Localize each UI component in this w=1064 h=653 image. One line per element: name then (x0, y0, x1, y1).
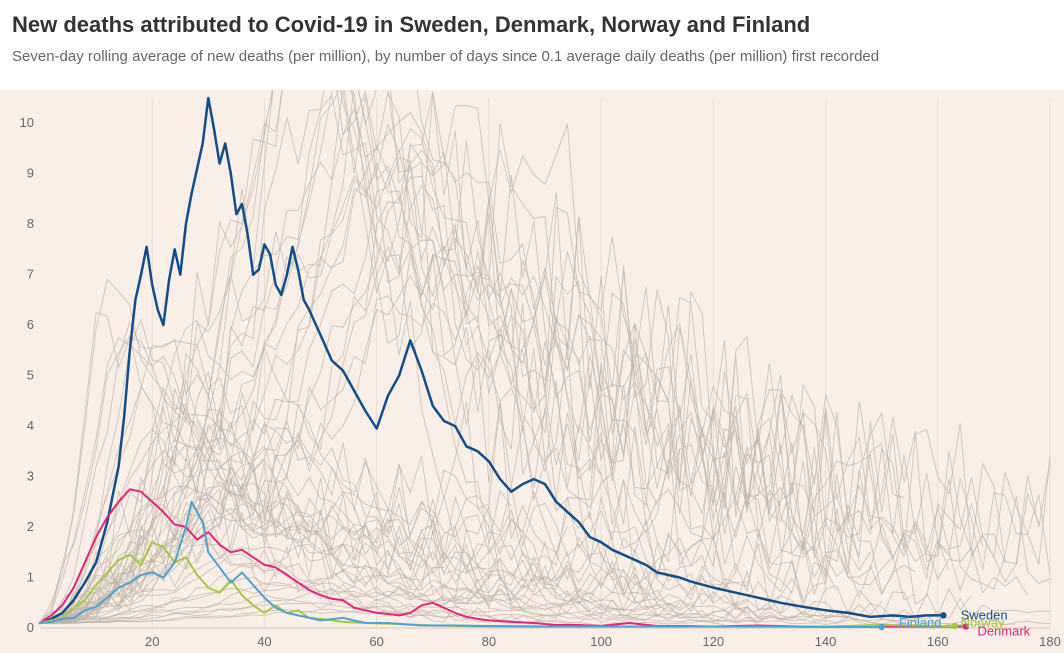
x-tick-label: 100 (590, 634, 612, 649)
y-tick-label: 2 (27, 519, 34, 534)
x-tick-label: 140 (815, 634, 837, 649)
y-tick-label: 7 (27, 267, 34, 282)
x-tick-label: 160 (927, 634, 949, 649)
chart-subtitle: Seven-day rolling average of new deaths … (12, 48, 1052, 65)
series-end-marker (878, 624, 884, 630)
y-tick-label: 5 (27, 368, 34, 383)
series-label-norway: Norway (961, 615, 1006, 630)
y-tick-label: 10 (20, 115, 34, 130)
x-tick-label: 120 (702, 634, 724, 649)
x-tick-label: 60 (369, 634, 383, 649)
y-tick-label: 8 (27, 216, 34, 231)
y-tick-label: 1 (27, 570, 34, 585)
x-tick-label: 80 (482, 634, 496, 649)
series-end-marker (951, 623, 957, 629)
y-tick-label: 9 (27, 166, 34, 181)
x-tick-label: 20 (145, 634, 159, 649)
series-label-finland: Finland (899, 615, 942, 630)
chart-title: New deaths attributed to Covid-19 in Swe… (12, 12, 1052, 38)
y-tick-label: 3 (27, 469, 34, 484)
chart-area: 01234567891020406080100120140160180Swede… (0, 90, 1064, 653)
y-tick-label: 0 (27, 620, 34, 635)
x-tick-label: 180 (1039, 634, 1061, 649)
x-tick-label: 40 (257, 634, 271, 649)
y-tick-label: 4 (27, 418, 34, 433)
y-tick-label: 6 (27, 317, 34, 332)
